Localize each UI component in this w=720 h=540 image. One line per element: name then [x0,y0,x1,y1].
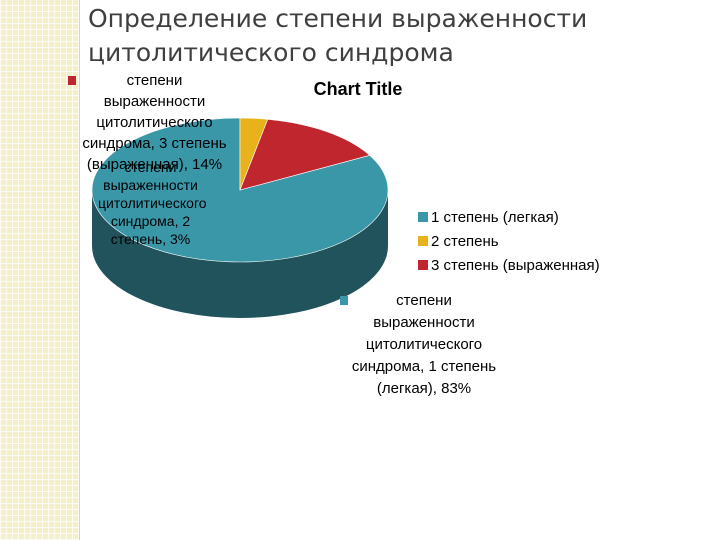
data-label-slice-2: степени выраженности цитолитического син… [98,159,207,247]
data-label-slice-1: степени выраженности цитолитического син… [351,292,497,397]
stripe-border [79,0,80,540]
label-marker-1 [340,296,348,305]
legend-label-3: 3 степень (выраженная) [431,257,600,274]
decorative-stripe [0,0,80,540]
legend-swatch-1 [418,212,428,222]
data-label-slice-3: степени выраженности цитолитического син… [82,72,227,173]
chart-title: Chart Title [314,79,403,99]
legend-swatch-3 [418,260,428,270]
label-marker-3 [68,76,76,85]
legend-swatch-2 [418,236,428,246]
legend-label-1: 1 степень (легкая) [431,209,559,226]
slide-title: Определение степени выраженности цитолит… [88,4,588,67]
pie-side-slice-1 [92,190,388,318]
legend-label-2: 2 степень [431,233,499,250]
pie-slice-3 [239,118,371,191]
